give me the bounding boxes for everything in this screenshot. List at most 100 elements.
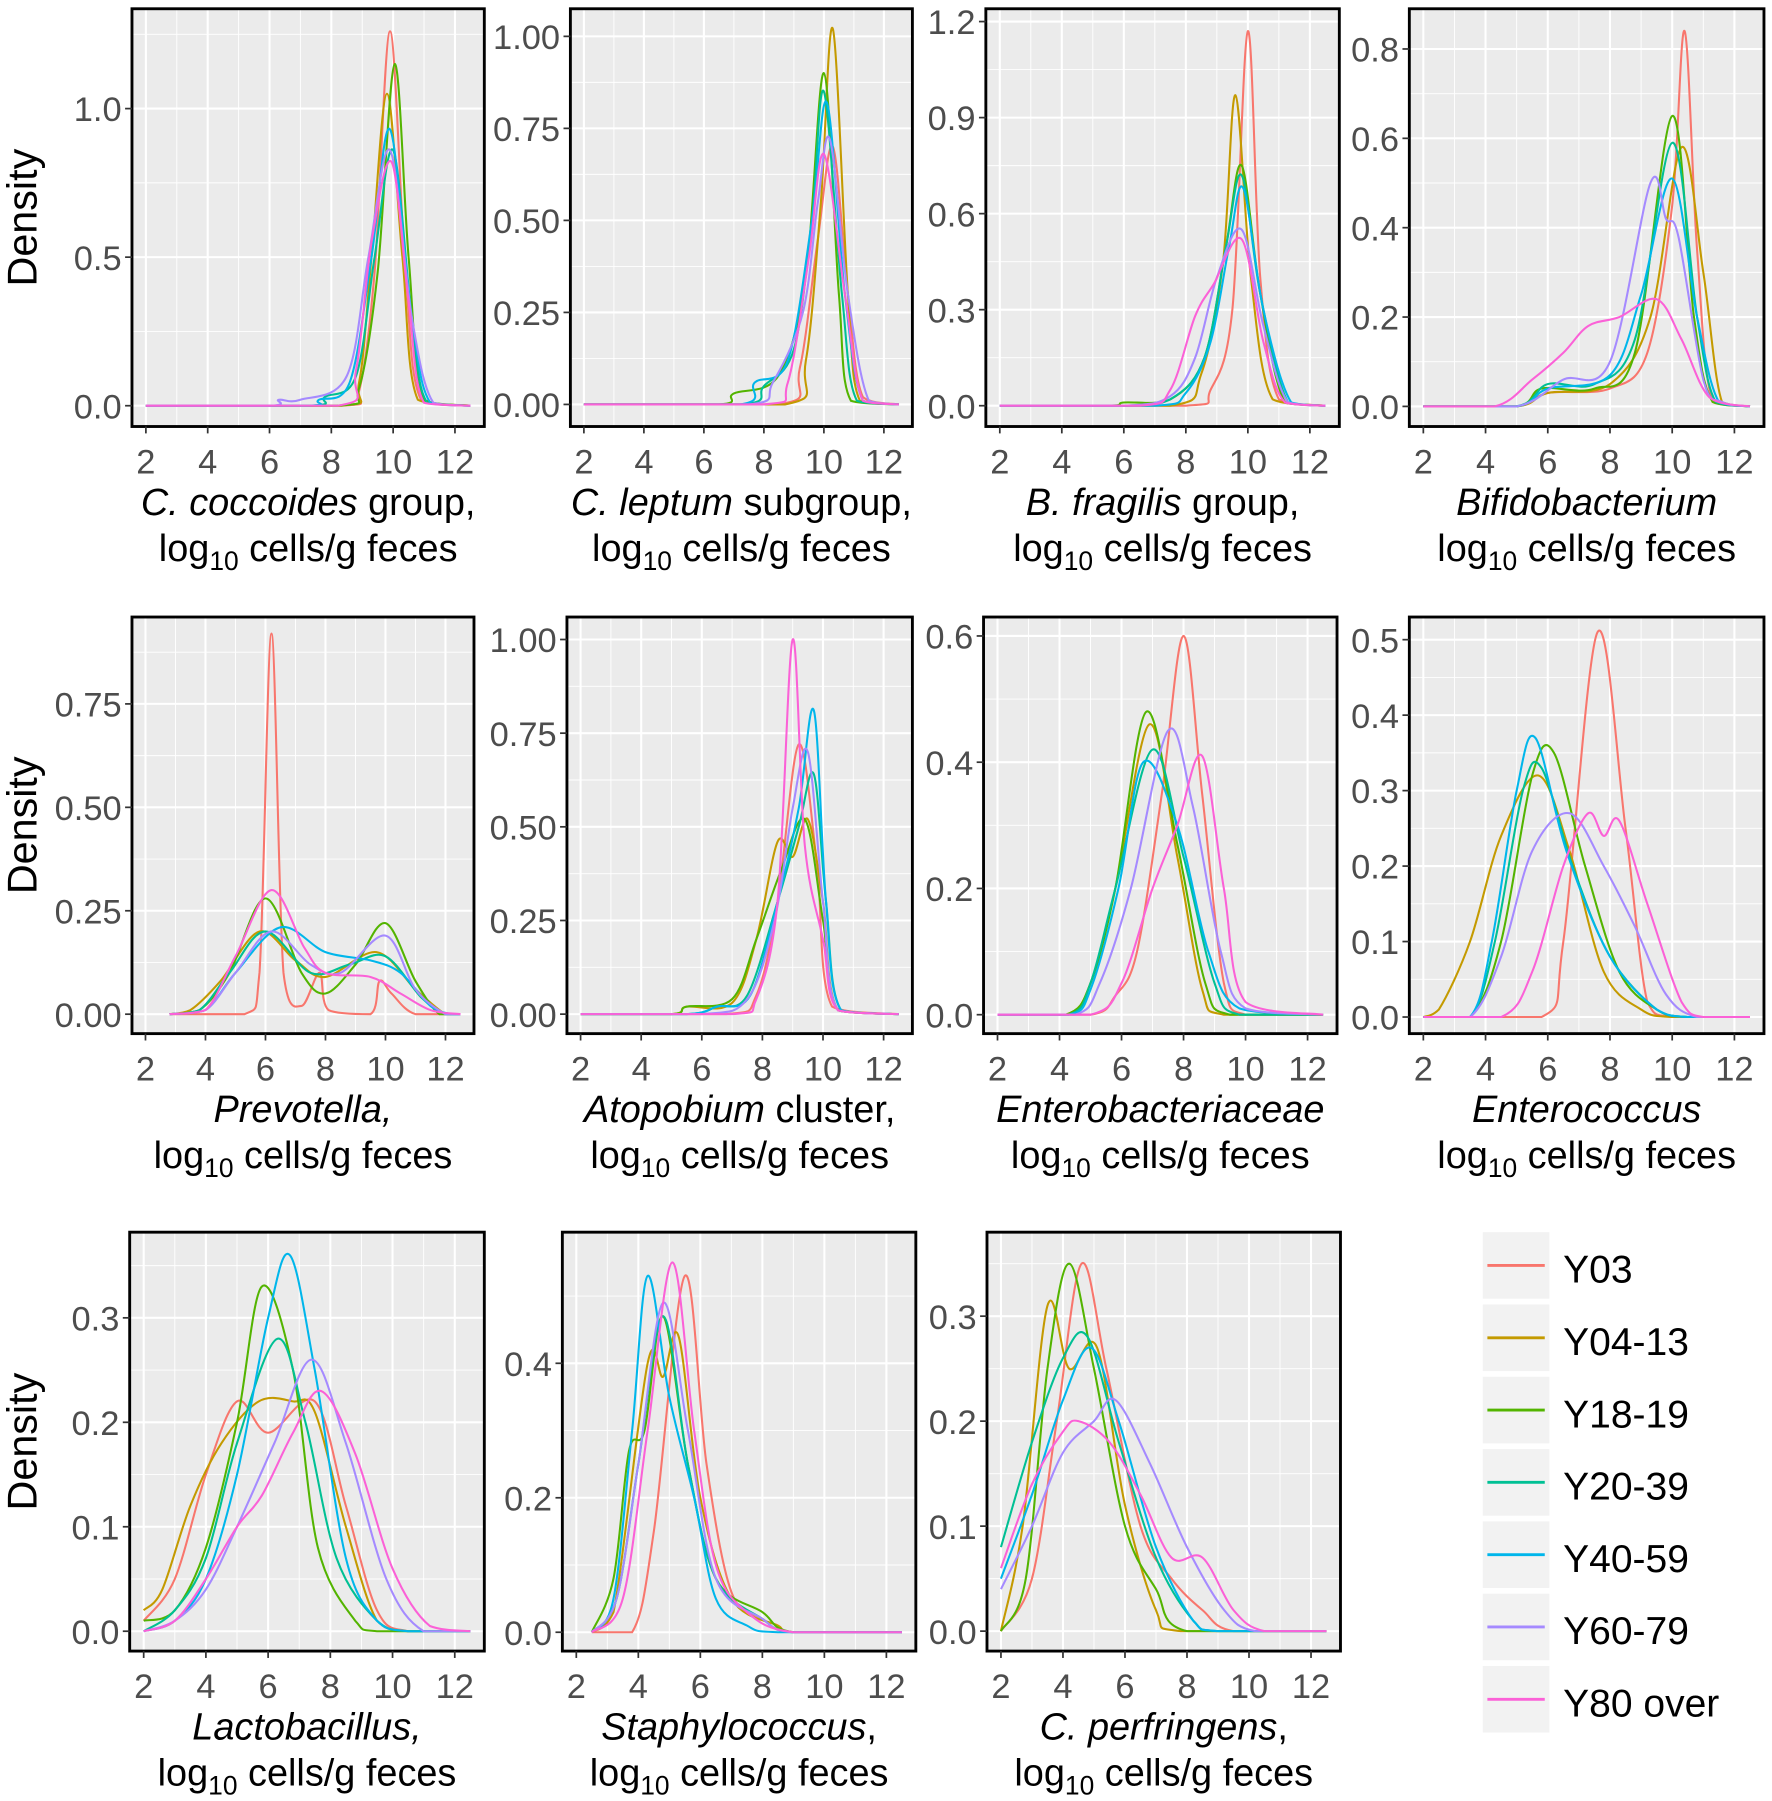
legend-item: Y60-79 [1482, 1593, 1689, 1661]
taxon-name: Enterobacteriaceae [996, 1089, 1324, 1131]
x-tick-label: 12 [436, 444, 474, 482]
x-axis-units: log10 cells/g feces [592, 528, 891, 576]
x-tick-label: 2 [571, 1051, 590, 1089]
x-axis-title: Enterococcus [1472, 1089, 1701, 1131]
density-line-y80-over [1423, 811, 1750, 1019]
units-rest: cells/g feces [670, 1752, 889, 1794]
y-tick-label: 0.9 [928, 100, 976, 138]
x-tick-label: 2 [136, 1051, 155, 1089]
x-tick-label: 8 [1600, 1051, 1619, 1089]
y-tick-label: 0.1 [929, 1509, 977, 1547]
units-log: log [1437, 528, 1488, 570]
density-line-y80-over [997, 753, 1324, 1016]
plot-background [1409, 617, 1764, 1034]
y-tick-label: 0.0 [504, 1615, 552, 1653]
panel-border [565, 615, 914, 1036]
y-tick-label: 1.0 [74, 91, 122, 129]
y-tick-label: 0.0 [928, 388, 976, 426]
panel-4: 2 4 6 8 10 12 0.0 0.2 0.4 0.6 0.8 Bifidobacteriumlo… [1351, 7, 1766, 576]
units-subscript: 10 [1488, 546, 1517, 576]
y-tick-label: 0.6 [928, 196, 976, 234]
x-tick-label: 8 [754, 444, 773, 482]
y-tick-label: 0.0 [74, 388, 122, 426]
density-line-y80-over [999, 1419, 1327, 1633]
y-tick-label: 0.3 [929, 1299, 977, 1337]
taxon-name: Lactobacillus, [192, 1706, 421, 1748]
y-tick-label: 0.2 [925, 871, 973, 909]
y-tick-label: 0.00 [490, 997, 557, 1035]
x-tick-label: 10 [804, 1051, 842, 1089]
y-tick-label: 0.8 [1351, 32, 1399, 70]
x-tick-label: 10 [1226, 1051, 1264, 1089]
y-tick-label: 1.2 [928, 4, 976, 42]
units-rest: cells/g feces [1094, 1752, 1313, 1794]
y-tick-label: 0.0 [929, 1614, 977, 1652]
x-tick-label: 4 [196, 1051, 215, 1089]
x-tick-label: 6 [1538, 444, 1557, 482]
y-tick-label: 0.2 [929, 1404, 977, 1442]
legend-label: Y04-13 [1563, 1321, 1689, 1364]
units-subscript: 10 [641, 1153, 670, 1183]
plot-background [986, 1232, 1341, 1652]
y-tick-label: 0.1 [71, 1509, 119, 1547]
x-tick-label: 10 [1230, 1668, 1268, 1706]
y-tick-label: 0.50 [493, 203, 560, 241]
taxon-name: C. leptum [571, 482, 733, 524]
units-log: log [154, 1135, 205, 1177]
x-tick-label: 6 [692, 1051, 711, 1089]
y-tick-label: 1.00 [490, 622, 557, 660]
x-tick-label: 2 [1414, 444, 1433, 482]
legend-item: Y40-59 [1482, 1521, 1689, 1588]
units-rest: cells/g feces [1517, 528, 1736, 570]
x-axis-units: log10 cells/g feces [590, 1135, 889, 1183]
x-tick-label: 2 [991, 1668, 1010, 1706]
density-line-y03 [1000, 1262, 1327, 1633]
x-tick-label: 12 [1292, 1668, 1330, 1706]
legend-item: Y18-19 [1482, 1376, 1689, 1444]
taxon-name: C. coccoides [141, 482, 358, 524]
x-tick-label: 6 [260, 444, 279, 482]
x-tick-label: 8 [1176, 444, 1195, 482]
x-tick-label: 2 [1414, 1051, 1433, 1089]
plot-background [570, 8, 913, 427]
taxon-suffix: group, [1182, 482, 1300, 524]
panel-border [982, 615, 1339, 1036]
y-tick-label: 0.00 [55, 997, 122, 1035]
units-log: log [1014, 1752, 1065, 1794]
x-tick-label: 4 [198, 444, 217, 482]
legend-label: Y18-19 [1563, 1393, 1689, 1436]
y-tick-label: 0.3 [1351, 773, 1399, 811]
panel-5: 2 4 6 8 10 120.000.250.500.75Prevotella,log10… [0, 615, 476, 1183]
legend-label: Y60-79 [1563, 1610, 1689, 1653]
y-tick-label: 0.2 [1351, 849, 1399, 887]
x-tick-label: 4 [1052, 444, 1071, 482]
x-tick-label: 6 [1114, 444, 1133, 482]
density-line-y60-79 [143, 1358, 471, 1633]
y-tick-label: 0.25 [55, 893, 122, 931]
x-tick-label: 12 [1715, 444, 1753, 482]
x-axis-units: log10 cells/g feces [1011, 1135, 1310, 1183]
units-rest: cells/g feces [239, 528, 458, 570]
density-line-y60-79 [1423, 812, 1750, 1019]
panel-border [560, 1230, 918, 1653]
panel-border [568, 7, 914, 428]
taxon-name: Prevotella, [214, 1089, 393, 1131]
taxon-suffix: , [1277, 1706, 1288, 1748]
x-axis-units: log10 cells/g feces [1437, 1135, 1736, 1183]
x-axis-units: log10 cells/g feces [159, 528, 458, 576]
units-log: log [592, 528, 643, 570]
x-tick-label: 4 [629, 1668, 648, 1706]
density-line-y40-59 [590, 1274, 902, 1634]
x-tick-label: 4 [632, 1051, 651, 1089]
y-tick-label: 0.0 [925, 997, 973, 1035]
x-tick-label: 12 [1291, 444, 1329, 482]
x-tick-label: 2 [988, 1051, 1007, 1089]
taxon-name: Atopobium [582, 1089, 765, 1131]
density-line-y60-79 [997, 727, 1324, 1016]
x-axis-units: log10 cells/g feces [1014, 1752, 1313, 1800]
density-line-y60-79 [1423, 175, 1751, 408]
density-line-y03 [1423, 629, 1750, 1019]
y-axis-title: Density [0, 1372, 46, 1510]
density-line-y40-59 [580, 707, 899, 1016]
